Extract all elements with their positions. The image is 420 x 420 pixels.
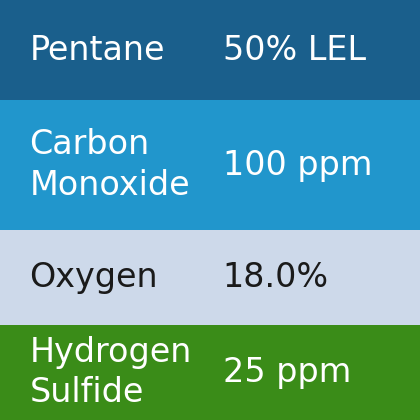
Bar <box>0 100 420 230</box>
Text: 25 ppm: 25 ppm <box>223 356 351 389</box>
Text: Carbon
Monoxide: Carbon Monoxide <box>29 128 190 202</box>
Bar <box>0 230 420 325</box>
Text: 100 ppm: 100 ppm <box>223 149 372 181</box>
Text: 50% LEL: 50% LEL <box>223 34 365 66</box>
Bar <box>0 0 420 100</box>
Text: 18.0%: 18.0% <box>223 261 329 294</box>
Text: Oxygen: Oxygen <box>29 261 158 294</box>
Bar <box>0 325 420 420</box>
Text: Pentane: Pentane <box>29 34 165 66</box>
Text: Hydrogen
Sulfide: Hydrogen Sulfide <box>29 336 192 410</box>
